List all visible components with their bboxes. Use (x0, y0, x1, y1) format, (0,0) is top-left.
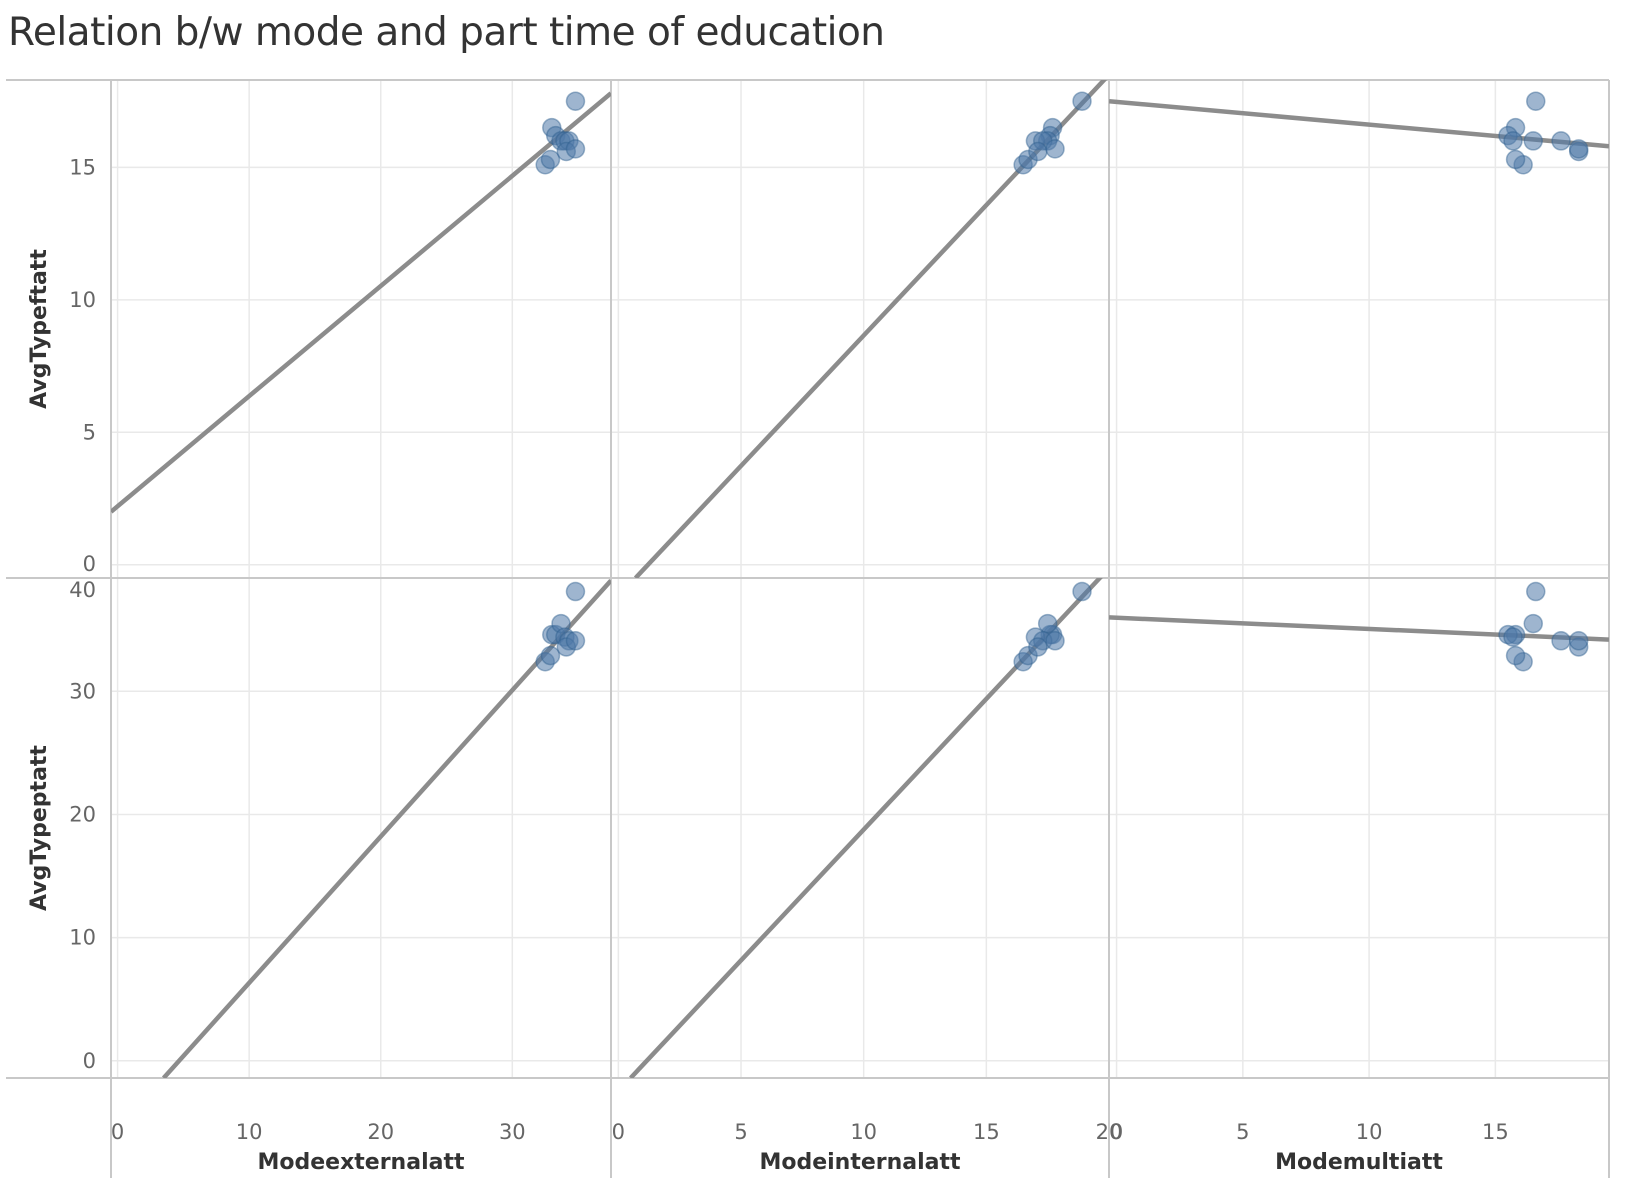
y-tick-label: 5 (83, 420, 96, 444)
data-point[interactable] (1568, 139, 1589, 159)
data-point[interactable] (565, 581, 586, 602)
x-tick-label: 30 (499, 1120, 526, 1144)
x-axis-title: Modeexternalatt (257, 1150, 464, 1175)
x-axis-title: Modemultiatt (1275, 1150, 1443, 1175)
y-axis-title: AvgTypeptatt (27, 745, 52, 911)
data-point[interactable] (1523, 131, 1543, 151)
data-point[interactable] (1503, 131, 1523, 151)
data-point[interactable] (565, 91, 586, 111)
data-point[interactable] (1505, 645, 1526, 666)
x-tick-label: 0 (111, 1120, 124, 1144)
x-tick-label: 0 (612, 1120, 625, 1144)
x-tick-label: 20 (367, 1120, 394, 1144)
x-tick-label: 10 (1356, 1120, 1383, 1144)
data-point[interactable] (1028, 637, 1048, 657)
data-point[interactable] (565, 139, 586, 159)
data-point[interactable] (1551, 631, 1571, 651)
trend-line (1109, 615, 1609, 642)
y-tick-label: 10 (69, 926, 96, 950)
y-tick-label: 40 (69, 578, 96, 602)
data-point[interactable] (1551, 131, 1571, 151)
y-tick-label: 20 (69, 802, 96, 826)
x-tick-label: 15 (1482, 1120, 1509, 1144)
data-point[interactable] (1045, 139, 1065, 159)
data-point[interactable] (1505, 149, 1526, 170)
data-point[interactable] (1028, 141, 1048, 162)
data-point[interactable] (1526, 581, 1546, 602)
y-tick-label: 15 (69, 155, 96, 179)
data-point[interactable] (1523, 613, 1543, 634)
data-point[interactable] (1072, 581, 1092, 602)
y-tick-label: 30 (69, 679, 96, 703)
data-point[interactable] (1526, 91, 1546, 111)
data-point[interactable] (1568, 631, 1589, 651)
data-point[interactable] (1072, 91, 1092, 111)
y-tick-label: 0 (83, 552, 96, 576)
y-tick-label: 0 (83, 1049, 96, 1073)
chart-title: Relation b/w mode and part time of educa… (8, 10, 885, 55)
y-axis-title: AvgTypeftatt (27, 249, 52, 409)
x-tick-label: 10 (236, 1120, 263, 1144)
data-point[interactable] (565, 631, 586, 651)
data-point[interactable] (1037, 613, 1058, 634)
x-tick-label: 5 (734, 1120, 747, 1144)
x-axis-title: Modeinternalatt (759, 1150, 961, 1175)
x-tick-label: 15 (973, 1120, 1000, 1144)
x-tick-label: 10 (850, 1120, 877, 1144)
x-tick-label: 0 (1110, 1120, 1123, 1144)
data-point[interactable] (1503, 627, 1523, 647)
data-point[interactable] (1045, 631, 1065, 651)
y-tick-label: 10 (69, 288, 96, 312)
x-tick-label: 5 (1236, 1120, 1249, 1144)
x-tick-label: 20 (1096, 1120, 1123, 1144)
data-point[interactable] (540, 149, 561, 170)
trend-line (111, 91, 611, 514)
data-point[interactable] (540, 645, 561, 666)
